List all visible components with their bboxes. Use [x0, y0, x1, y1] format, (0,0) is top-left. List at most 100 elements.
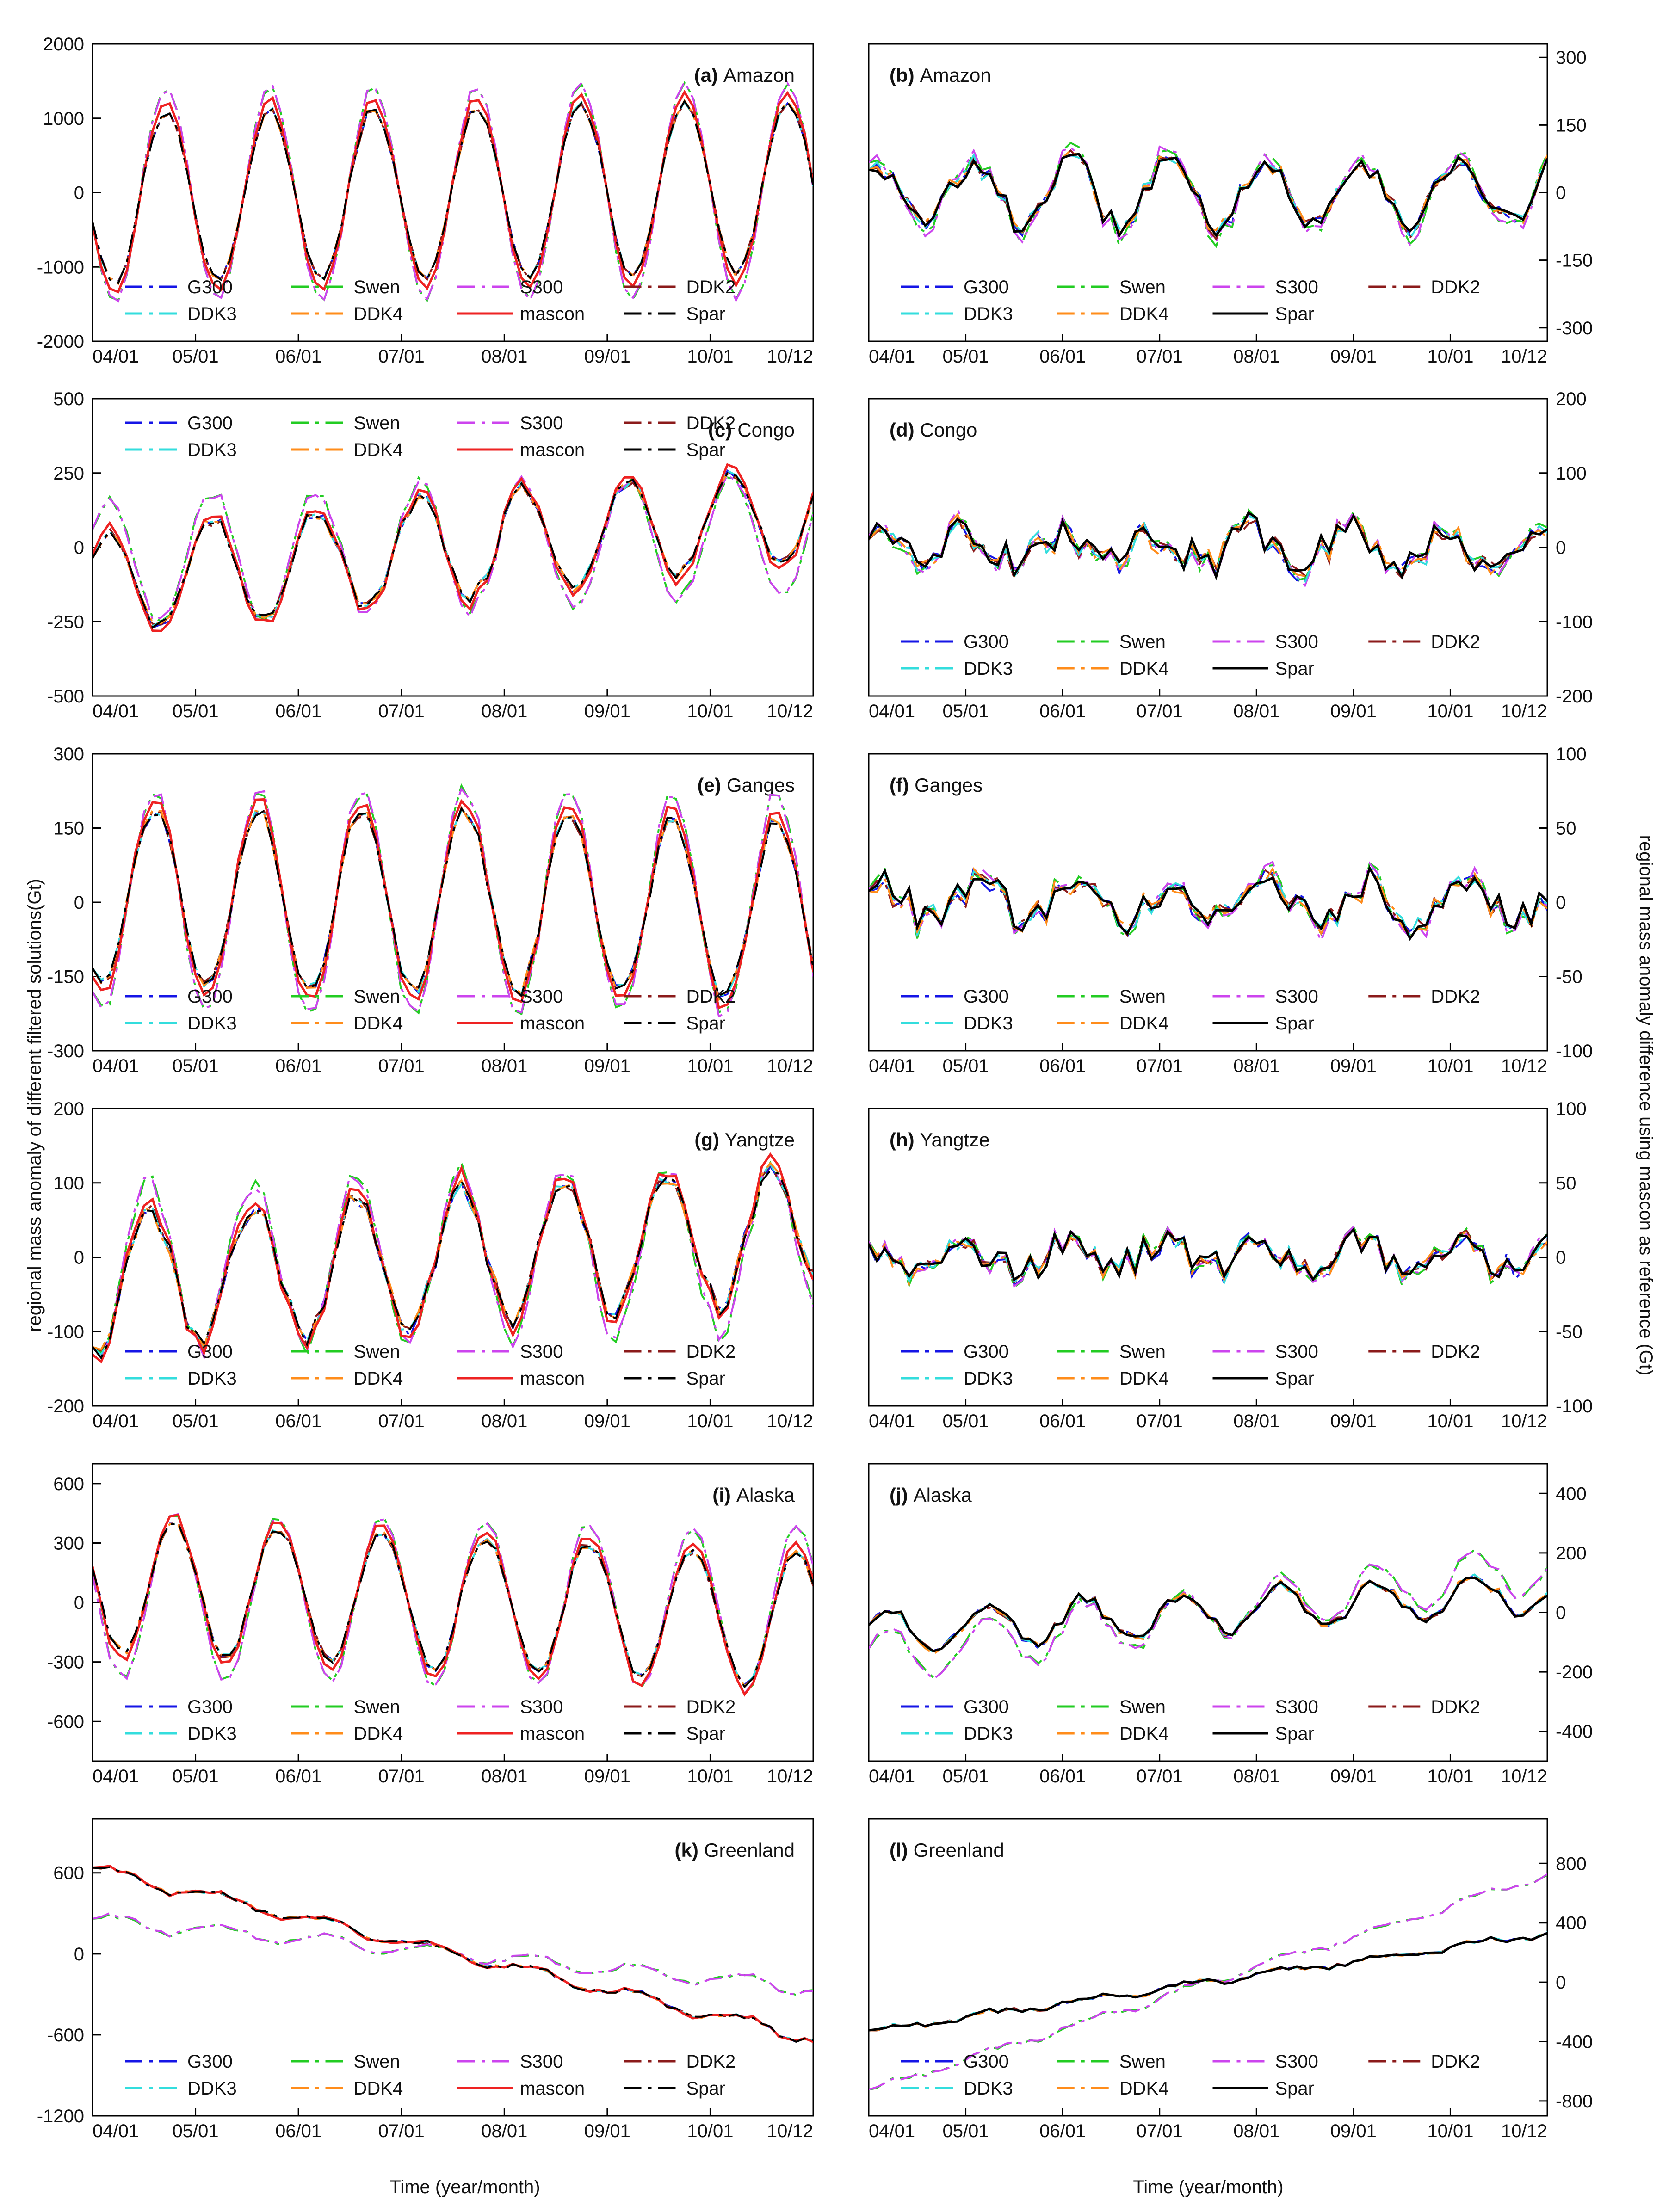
- y-tick-label: 0: [74, 538, 84, 558]
- x-tick-label: 08/01: [1233, 1766, 1279, 1787]
- x-tick-label: 07/01: [378, 1766, 425, 1787]
- panel-a: 2000 1000 0 -1000 -2000 04/01 05/01 06/01 07/01 0…: [37, 34, 814, 367]
- x-tick-label: 07/01: [1137, 346, 1183, 367]
- legend-label-ddk4: DDK4: [354, 1724, 403, 1744]
- panel-title-name: Congo: [737, 419, 795, 441]
- legend-label-spar: Spar: [1275, 2078, 1315, 2099]
- x-tick-label: 06/01: [275, 1766, 321, 1787]
- series-lines: [93, 1152, 813, 1364]
- legend-label-swen: Swen: [354, 277, 400, 297]
- x-tick-label: 05/01: [173, 1411, 219, 1431]
- legend-label-mascon: mascon: [520, 1013, 585, 1034]
- legend-label-g300: G300: [187, 986, 233, 1007]
- panel-title-name: Amazon: [723, 64, 795, 86]
- panel-title-name: Greenland: [704, 1839, 795, 1861]
- series-line-s300: [869, 1550, 1547, 1681]
- series-line-mascon: [93, 1152, 813, 1364]
- series-line-s300: [869, 508, 1547, 587]
- series-line-s300: [93, 1160, 813, 1360]
- y-tick-label: 200: [53, 1099, 84, 1119]
- legend-label-g300: G300: [187, 1342, 233, 1362]
- panel-i: 600 300 0 -300 -600 04/01 05/01 06/01 07/01 08/01…: [47, 1463, 814, 1787]
- x-tick-label: 08/01: [1233, 346, 1279, 367]
- x-tick-label: 09/01: [1330, 2121, 1377, 2141]
- series-line-mascon: [93, 463, 813, 632]
- series-line-ddk4: [869, 1575, 1547, 1656]
- legend-label-s300: S300: [1275, 277, 1318, 297]
- x-tick-label: 08/01: [1233, 701, 1279, 721]
- legend-label-swen: Swen: [1119, 986, 1166, 1007]
- series-line-spar: [869, 1577, 1547, 1653]
- y-tick-label: 400: [1556, 1913, 1587, 1934]
- y-tick-label: 800: [1556, 1854, 1587, 1874]
- series-line-g300: [869, 865, 1547, 939]
- x-tick-label: 09/01: [584, 1766, 630, 1787]
- legend-label-g300: G300: [964, 2052, 1009, 2072]
- x-tick-label: 04/01: [93, 1056, 139, 1076]
- panel-title-letter: (d): [890, 419, 915, 441]
- x-tick-label: 06/01: [1039, 2121, 1086, 2141]
- x-tick-label: 04/01: [869, 701, 915, 721]
- legend-label-ddk3: DDK3: [187, 1724, 237, 1744]
- legend-label-ddk3: DDK3: [964, 659, 1013, 679]
- y-tick-label: -400: [1556, 1722, 1593, 1742]
- y-tick-label: -100: [1556, 1396, 1593, 1417]
- y-tick-label: -300: [47, 1652, 84, 1673]
- x-tick-label: 08/01: [481, 1056, 527, 1076]
- x-tick-label: 05/01: [943, 346, 989, 367]
- legend-label-swen: Swen: [354, 2052, 400, 2072]
- x-tick-label: 06/01: [1039, 346, 1086, 367]
- legend-label-ddk3: DDK3: [964, 304, 1013, 324]
- left-y-axis-label: regional mass anomaly of different filte…: [25, 879, 45, 1332]
- series-line-ddk4: [93, 99, 813, 285]
- legend-label-spar: Spar: [1275, 1368, 1315, 1389]
- legend-label-swen: Swen: [354, 413, 400, 433]
- legend-label-ddk3: DDK3: [964, 1724, 1013, 1744]
- legend-label-spar: Spar: [686, 440, 726, 460]
- x-tick-label: 07/01: [1137, 1766, 1183, 1787]
- series-line-ddk2: [869, 149, 1547, 241]
- y-tick-label: -200: [1556, 1662, 1593, 1682]
- y-tick-label: 0: [1556, 183, 1566, 203]
- y-tick-label: 100: [53, 1173, 84, 1194]
- y-tick-label: 0: [74, 1944, 84, 1965]
- x-tick-label: 09/01: [584, 701, 630, 721]
- series-line-spar: [869, 1227, 1547, 1282]
- legend-label-ddk2: DDK2: [686, 2052, 736, 2072]
- x-tick-label: 10/12: [767, 1766, 813, 1787]
- x-tick-label: 10/01: [687, 346, 733, 367]
- x-tick-label: 10/01: [1427, 2121, 1473, 2141]
- x-tick-label: 05/01: [173, 701, 219, 721]
- legend-label-spar: Spar: [686, 1724, 726, 1744]
- panel-title-letter: (h): [890, 1129, 915, 1151]
- y-tick-label: 600: [53, 1863, 84, 1884]
- y-tick-label: 0: [1556, 538, 1566, 558]
- legend-label-ddk4: DDK4: [1119, 2078, 1169, 2099]
- legend-label-ddk4: DDK4: [1119, 1013, 1169, 1034]
- series-line-spar: [869, 1932, 1547, 2032]
- x-tick-label: 10/12: [767, 701, 813, 721]
- x-tick-label: 08/01: [1233, 2121, 1279, 2141]
- x-tick-label: 09/01: [584, 1411, 630, 1431]
- x-tick-label: 04/01: [93, 346, 139, 367]
- legend-label-swen: Swen: [354, 1342, 400, 1362]
- panel-j: 400 200 0 -200 -400 04/01 05/01 06/01 07/01 08/01…: [868, 1463, 1593, 1787]
- legend-label-s300: S300: [1275, 2052, 1318, 2072]
- x-tick-label: 06/01: [1039, 1411, 1086, 1431]
- panel-title-name: Yangtze: [920, 1129, 990, 1151]
- legend-label-spar: Spar: [686, 1013, 726, 1034]
- panel-title: (c) Congo: [708, 419, 795, 441]
- series-line-spar: [869, 153, 1547, 239]
- panel-title-name: Congo: [920, 419, 977, 441]
- y-tick-label: 0: [74, 1593, 84, 1613]
- x-tick-label: 07/01: [378, 346, 425, 367]
- series-line-s300: [93, 473, 813, 621]
- legend-label-mascon: mascon: [520, 440, 585, 460]
- y-tick-label: 100: [1556, 1099, 1587, 1119]
- y-tick-label: -1000: [37, 257, 84, 277]
- panel-g: 200 100 0 -100 -200 04/01 05/01 06/01 07/01 08/01…: [47, 1099, 814, 1431]
- panel-title-letter: (c): [708, 419, 732, 441]
- series-line-ddk4: [869, 512, 1547, 579]
